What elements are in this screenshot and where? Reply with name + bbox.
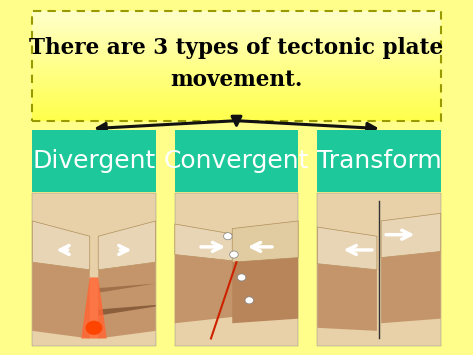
FancyBboxPatch shape (32, 18, 441, 22)
Circle shape (237, 274, 246, 281)
FancyBboxPatch shape (32, 44, 441, 47)
FancyBboxPatch shape (32, 95, 441, 99)
FancyBboxPatch shape (175, 130, 298, 192)
FancyBboxPatch shape (32, 58, 441, 62)
FancyBboxPatch shape (32, 36, 441, 40)
FancyBboxPatch shape (32, 106, 441, 110)
FancyBboxPatch shape (32, 88, 441, 91)
Text: Transform: Transform (316, 149, 441, 173)
FancyBboxPatch shape (32, 33, 441, 36)
FancyBboxPatch shape (32, 102, 441, 106)
FancyBboxPatch shape (32, 110, 441, 113)
FancyBboxPatch shape (32, 51, 441, 55)
Text: There are 3 types of tectonic plate: There are 3 types of tectonic plate (29, 37, 444, 59)
FancyBboxPatch shape (32, 113, 441, 117)
FancyBboxPatch shape (32, 25, 441, 29)
FancyBboxPatch shape (32, 29, 441, 33)
Polygon shape (98, 262, 156, 339)
Polygon shape (175, 224, 245, 262)
Polygon shape (32, 262, 90, 339)
FancyBboxPatch shape (32, 99, 441, 102)
FancyBboxPatch shape (32, 73, 441, 77)
Polygon shape (175, 255, 245, 323)
FancyBboxPatch shape (32, 40, 441, 44)
FancyBboxPatch shape (32, 117, 441, 121)
FancyBboxPatch shape (32, 66, 441, 69)
Polygon shape (81, 278, 107, 339)
FancyBboxPatch shape (32, 62, 441, 66)
Circle shape (230, 251, 238, 258)
FancyBboxPatch shape (32, 11, 441, 14)
FancyBboxPatch shape (32, 193, 156, 346)
Polygon shape (317, 264, 377, 331)
Circle shape (224, 233, 232, 240)
Polygon shape (381, 251, 441, 323)
FancyBboxPatch shape (32, 55, 441, 58)
FancyBboxPatch shape (32, 22, 441, 25)
Polygon shape (98, 221, 156, 270)
Text: movement.: movement. (170, 69, 303, 91)
Polygon shape (98, 305, 156, 316)
Text: Convergent: Convergent (164, 149, 309, 173)
Polygon shape (232, 221, 298, 262)
Circle shape (86, 321, 102, 334)
FancyBboxPatch shape (32, 77, 441, 80)
FancyBboxPatch shape (32, 14, 441, 18)
Text: Divergent: Divergent (32, 149, 156, 173)
FancyBboxPatch shape (317, 193, 441, 346)
Polygon shape (32, 221, 90, 270)
FancyBboxPatch shape (32, 80, 441, 84)
FancyBboxPatch shape (32, 91, 441, 95)
Polygon shape (317, 227, 377, 270)
FancyBboxPatch shape (32, 47, 441, 51)
Polygon shape (232, 258, 298, 323)
FancyBboxPatch shape (32, 84, 441, 88)
Polygon shape (98, 284, 156, 293)
FancyBboxPatch shape (32, 130, 156, 192)
Circle shape (245, 297, 254, 304)
FancyBboxPatch shape (175, 193, 298, 346)
Polygon shape (381, 213, 441, 258)
FancyBboxPatch shape (317, 130, 441, 192)
FancyBboxPatch shape (32, 69, 441, 73)
